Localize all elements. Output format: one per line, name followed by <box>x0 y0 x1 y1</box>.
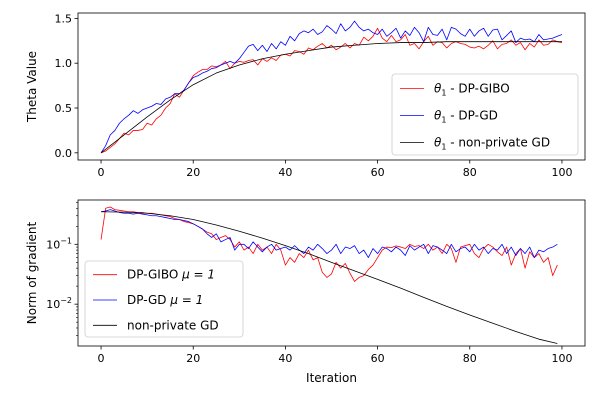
x-tick: 100 <box>551 160 572 179</box>
x-tick: 60 <box>371 346 385 365</box>
series-line-1 <box>100 209 558 258</box>
legend-label-0: DP-GIBO μ = 1 <box>127 268 215 282</box>
x-tick-label: 80 <box>463 352 477 365</box>
x-tick: 20 <box>186 160 200 179</box>
series-line-0 <box>100 27 563 154</box>
plot-area <box>100 20 563 154</box>
y-tick-label: 10−1 <box>46 236 72 251</box>
legend-label-1: θ1 - DP-GD <box>434 109 498 125</box>
legend-box <box>84 260 244 338</box>
y-axis-label: Norm of gradient <box>25 221 39 324</box>
legend-label-1: DP-GD μ = 1 <box>127 293 203 307</box>
plot-area <box>100 206 558 344</box>
x-tick: 0 <box>98 346 105 365</box>
y-tick-label: 0.0 <box>55 147 73 160</box>
x-tick-label: 100 <box>551 166 572 179</box>
x-tick-label: 60 <box>371 352 385 365</box>
axes-frame <box>77 12 586 161</box>
series-line-2 <box>101 211 558 344</box>
x-tick: 0 <box>98 160 105 179</box>
y-tick-exponent: −2 <box>60 296 72 305</box>
y-tick-base: 10 <box>46 238 60 251</box>
legend-rest: - non-private GD <box>446 136 550 150</box>
y-tick-label: 0.5 <box>55 102 73 115</box>
y-tick: 0.0 <box>55 147 78 160</box>
x-tick-label: 100 <box>551 352 572 365</box>
y-tick-exponent: −1 <box>60 236 72 245</box>
legend-label-0: θ1 - DP-GIBO <box>434 82 510 98</box>
x-tick: 100 <box>551 346 572 365</box>
x-tick: 20 <box>186 346 200 365</box>
legend-subscript: 1 <box>441 89 446 98</box>
axes-frame <box>77 199 586 347</box>
legend-rest: - DP-GIBO <box>446 82 509 96</box>
x-tick: 80 <box>463 160 477 179</box>
y-axis-label: Theta Value <box>25 51 39 123</box>
x-axis-label: Iteration <box>306 371 357 385</box>
legend-text-part: DP-GD <box>127 293 170 307</box>
x-tick: 40 <box>278 346 292 365</box>
x-tick: 60 <box>371 160 385 179</box>
x-tick-label: 0 <box>98 166 105 179</box>
x-tick-label: 40 <box>278 166 292 179</box>
y-tick-base: 10 <box>46 298 60 311</box>
series-line-0 <box>100 206 558 282</box>
legend-math: μ = 1 <box>181 268 215 282</box>
legend-text-part: DP-GIBO <box>127 268 182 282</box>
y-tick: 1.5 <box>55 12 78 25</box>
y-tick-label: 1.5 <box>55 12 73 25</box>
y-tick: 10−1 <box>46 236 78 251</box>
x-tick-label: 40 <box>278 352 292 365</box>
legend-theta: θ <box>434 82 442 96</box>
x-tick-label: 0 <box>98 352 105 365</box>
y-tick-label: 10−2 <box>46 296 72 311</box>
legend-subscript: 1 <box>441 116 446 125</box>
legend-label-2: non-private GD <box>127 318 219 332</box>
series-line-2 <box>100 41 562 154</box>
legend-subscript: 1 <box>441 143 446 152</box>
x-tick-label: 60 <box>371 166 385 179</box>
legend-theta: θ <box>434 109 442 123</box>
x-tick-label: 80 <box>463 166 477 179</box>
legend-box <box>391 73 579 156</box>
y-tick: 1.0 <box>55 57 78 70</box>
legend-math: μ = 1 <box>169 293 203 307</box>
y-tick: 10−2 <box>46 296 78 311</box>
legend-text-part: non-private GD <box>127 318 219 332</box>
legend-theta: θ <box>434 136 442 150</box>
x-tick-label: 20 <box>186 166 200 179</box>
y-tick-label: 1.0 <box>55 57 73 70</box>
y-tick: 0.5 <box>55 102 78 115</box>
x-tick-label: 20 <box>186 352 200 365</box>
legend-rest: - DP-GD <box>446 109 497 123</box>
series-line-1 <box>100 20 563 154</box>
legend-label-2: θ1 - non-private GD <box>434 136 550 152</box>
x-tick: 80 <box>463 346 477 365</box>
x-tick: 40 <box>278 160 292 179</box>
